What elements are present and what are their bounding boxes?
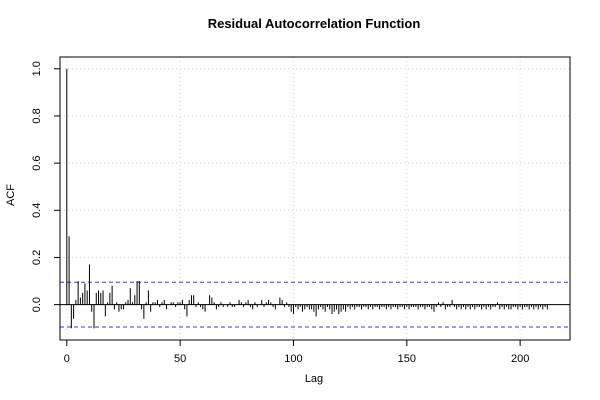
y-tick-label: 0.6 xyxy=(31,155,43,170)
x-axis: 0 50 100 150 200 xyxy=(64,339,529,365)
y-tick-label: 1.0 xyxy=(31,61,43,76)
x-tick-label: 50 xyxy=(174,353,186,365)
grid-lines xyxy=(60,57,570,340)
y-tick-label: 0.4 xyxy=(31,203,43,218)
y-tick-label: 0.8 xyxy=(31,108,43,123)
x-tick-label: 0 xyxy=(64,353,70,365)
y-tick-label: 0.0 xyxy=(31,297,43,312)
plot-border xyxy=(59,56,571,341)
acf-bars xyxy=(66,68,548,329)
y-tick-label: 0.2 xyxy=(31,250,43,265)
x-axis-label: Lag xyxy=(305,373,323,385)
x-tick-label: 200 xyxy=(511,353,529,365)
chart-title: Residual Autocorrelation Function xyxy=(208,16,421,31)
x-tick-label: 150 xyxy=(398,353,416,365)
y-axis: 0.0 0.2 0.4 0.6 0.8 1.0 xyxy=(31,61,61,312)
confidence-band xyxy=(60,281,570,328)
x-tick-label: 100 xyxy=(284,353,302,365)
y-axis-label: ACF xyxy=(5,184,17,206)
